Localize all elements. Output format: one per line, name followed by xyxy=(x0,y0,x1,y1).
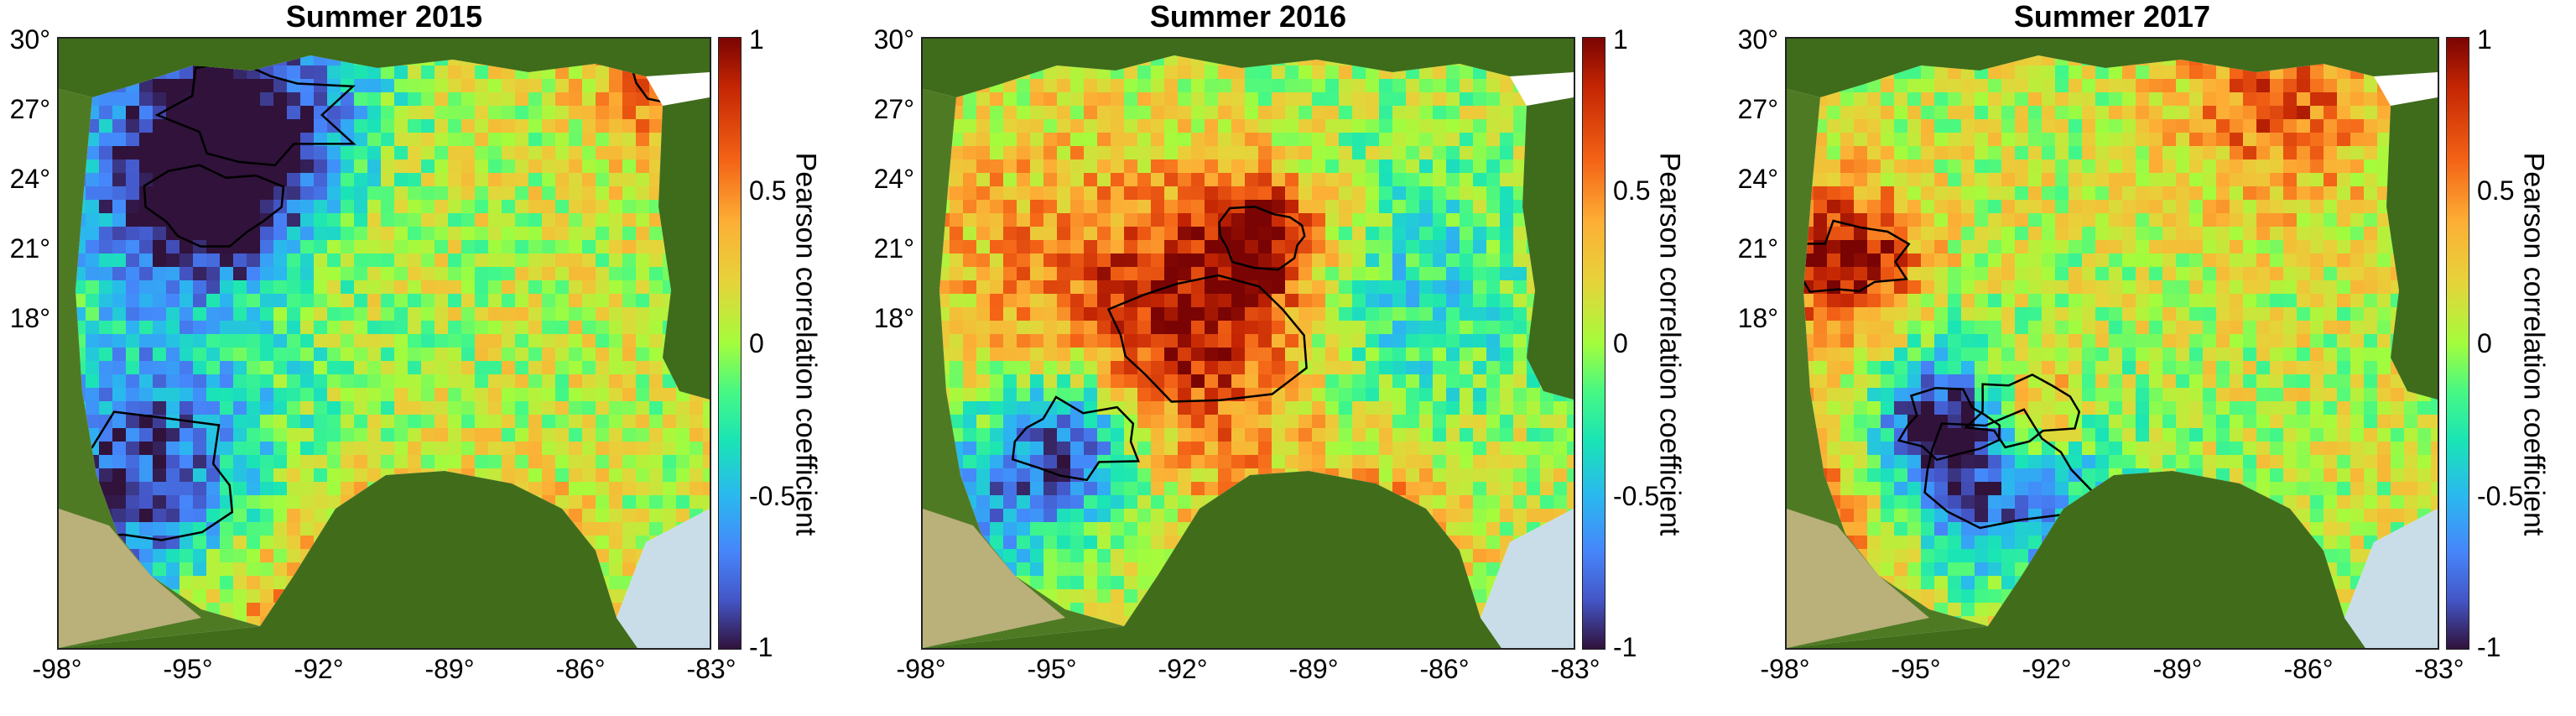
lon-tick: -86° xyxy=(2283,654,2334,684)
lat-tick: 27° xyxy=(9,94,50,124)
colorbar-title: Pearson correlation coefficient xyxy=(1653,152,1686,536)
colorbar-tick: 0 xyxy=(2477,328,2492,358)
lat-tick: 24° xyxy=(873,164,914,194)
colorbar xyxy=(718,37,742,650)
lat-tick: 27° xyxy=(873,94,914,124)
lat-tick: 30° xyxy=(873,24,914,55)
colorbar-tick: 1 xyxy=(2477,24,2492,55)
lat-tick: 24° xyxy=(1737,164,1778,194)
lon-tick: -92° xyxy=(2022,654,2072,684)
lon-tick: -86° xyxy=(555,654,606,684)
colorbar-tick: 0.5 xyxy=(1613,175,1651,206)
lat-tick: 21° xyxy=(9,233,50,264)
lon-tick: -89° xyxy=(1288,654,1339,684)
colorbar-tick: -0.5 xyxy=(2477,481,2524,511)
colorbar-tick: -0.5 xyxy=(749,481,796,511)
lon-tick: -92° xyxy=(294,654,344,684)
colorbar-tick: -1 xyxy=(749,632,773,662)
lon-tick: -95° xyxy=(1891,654,1941,684)
lat-tick: 27° xyxy=(1737,94,1778,124)
lon-tick: -98° xyxy=(1760,654,1810,684)
lat-tick: 30° xyxy=(9,24,50,55)
lon-tick: -89° xyxy=(2152,654,2203,684)
lon-tick: -92° xyxy=(1158,654,1208,684)
colorbar-tick: 1 xyxy=(1613,24,1628,55)
lat-tick: 21° xyxy=(1737,233,1778,264)
lat-tick: 24° xyxy=(9,164,50,194)
panel-title: Summer 2015 xyxy=(285,0,483,34)
lat-tick: 18° xyxy=(9,303,50,333)
colorbar-tick: 0.5 xyxy=(749,175,787,206)
lon-tick: -89° xyxy=(424,654,475,684)
panel-title: Summer 2016 xyxy=(1149,0,1347,34)
lon-tick: -83° xyxy=(2414,654,2464,684)
lat-tick: 18° xyxy=(1737,303,1778,333)
lat-tick: 30° xyxy=(1737,24,1778,55)
colorbar xyxy=(1582,37,1605,650)
colorbar-tick: -1 xyxy=(1613,632,1637,662)
colorbar-tick: -0.5 xyxy=(1613,481,1660,511)
lat-tick: 18° xyxy=(873,303,914,333)
panel-summer-2016: Summer 2016 30° 27° 24° 21° 18° -98° -95… xyxy=(864,0,1728,716)
correlation-map xyxy=(57,37,711,650)
lon-tick: -95° xyxy=(163,654,213,684)
correlation-map xyxy=(921,37,1575,650)
lon-tick: -98° xyxy=(896,654,946,684)
colorbar-tick: 0 xyxy=(1613,328,1628,358)
colorbar-title: Pearson correlation coefficient xyxy=(789,152,822,536)
lon-tick: -86° xyxy=(1419,654,1470,684)
colorbar-tick: 0.5 xyxy=(2477,175,2515,206)
panel-summer-2015: Summer 2015 30° 27° 24° 21° 18° -98° -95… xyxy=(0,0,864,716)
panel-summer-2017: Summer 2017 30° 27° 24° 21° 18° -98° -95… xyxy=(1728,0,2576,716)
lon-tick: -98° xyxy=(32,654,82,684)
colorbar-tick: 0 xyxy=(749,328,764,358)
panel-title: Summer 2017 xyxy=(2013,0,2211,34)
colorbar-title: Pearson correlation coefficient xyxy=(2517,152,2550,536)
lon-tick: -95° xyxy=(1027,654,1077,684)
colorbar-tick: -1 xyxy=(2477,632,2501,662)
lat-tick: 21° xyxy=(873,233,914,264)
colorbar-tick: 1 xyxy=(749,24,764,55)
correlation-map xyxy=(1785,37,2439,650)
lon-tick: -83° xyxy=(1550,654,1600,684)
colorbar xyxy=(2446,37,2469,650)
lon-tick: -83° xyxy=(686,654,736,684)
